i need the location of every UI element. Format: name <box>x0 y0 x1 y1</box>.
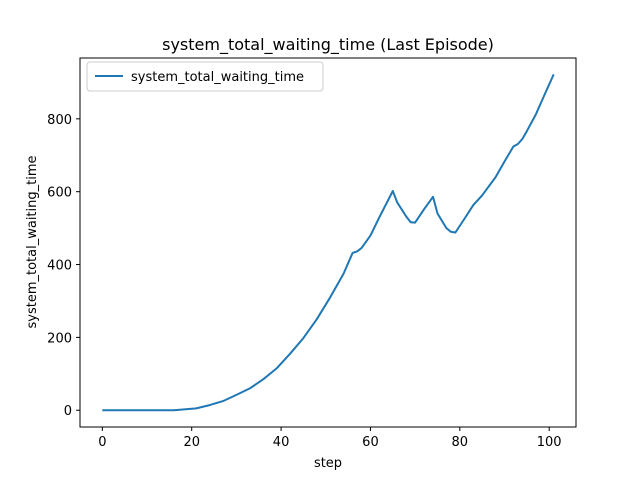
plot-area <box>80 58 576 427</box>
legend-entry: system_total_waiting_time <box>131 70 304 85</box>
x-tick-label: 100 <box>537 435 562 450</box>
y-tick-label: 0 <box>64 404 72 419</box>
y-axis-label: system_total_waiting_time <box>25 155 40 328</box>
x-axis: 0 20 40 60 80 100 <box>98 427 562 450</box>
x-tick-label: 80 <box>452 435 469 450</box>
legend: system_total_waiting_time <box>86 61 324 92</box>
x-tick-label: 0 <box>98 435 106 450</box>
x-axis-label: step <box>314 456 342 471</box>
series-layer <box>102 73 555 412</box>
series-line <box>102 73 555 412</box>
x-tick-label: 20 <box>183 435 200 450</box>
chart-title: system_total_waiting_time (Last Episode) <box>162 35 494 55</box>
x-tick-label: 40 <box>273 435 290 450</box>
y-tick-label: 200 <box>47 331 72 346</box>
y-axis: 0 200 400 600 800 <box>47 113 80 419</box>
legend-box <box>86 61 324 92</box>
y-tick-label: 800 <box>47 113 72 128</box>
y-tick-label: 600 <box>47 186 72 201</box>
x-tick-label: 60 <box>362 435 379 450</box>
y-tick-label: 400 <box>47 259 72 274</box>
plot-frame <box>79 57 577 428</box>
